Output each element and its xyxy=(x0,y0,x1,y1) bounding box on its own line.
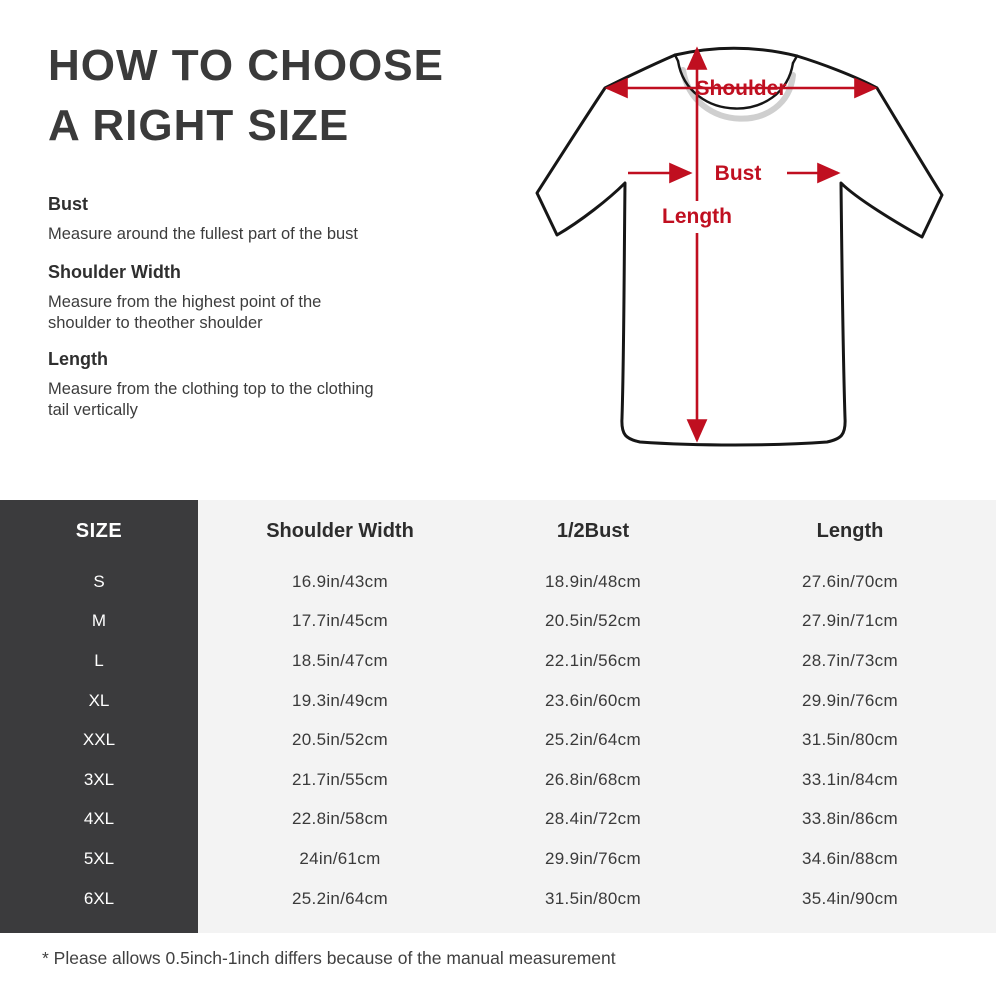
table-row-size-label: 5XL xyxy=(83,848,115,868)
page-title-line-2: A RIGHT SIZE xyxy=(48,101,350,150)
instruction-shoulder-width-text: Measure from the highest point of the sh… xyxy=(48,293,322,332)
table-cell-shoulder: 20.5in/52cm xyxy=(292,730,388,750)
instruction-shoulder-width: Shoulder Width Measure from the highest … xyxy=(48,262,388,334)
table-cell-shoulder: 25.2in/64cm xyxy=(292,888,388,908)
table-cell-length: 31.5in/80cm xyxy=(802,730,898,750)
collar-rim xyxy=(673,46,799,58)
table-cell-shoulder: 18.5in/47cm xyxy=(292,650,388,670)
table-cell-shoulder: 22.8in/58cm xyxy=(292,809,388,829)
size-table-grid: SIZE Shoulder Width 1/2Bust Length S 16.… xyxy=(0,500,996,918)
column-header-shoulder-width: Shoulder Width xyxy=(266,519,414,542)
length-arrow-label: Length xyxy=(662,205,732,228)
table-cell-bust: 31.5in/80cm xyxy=(545,888,641,908)
measurement-disclaimer: * Please allows 0.5inch-1inch differs be… xyxy=(42,948,616,968)
column-header-length: Length xyxy=(816,519,884,542)
table-cell-length: 33.8in/86cm xyxy=(802,809,898,829)
table-cell-shoulder: 17.7in/45cm xyxy=(292,611,388,631)
tshirt-outline xyxy=(535,53,944,447)
column-header-size: SIZE xyxy=(75,519,123,542)
table-cell-shoulder: 16.9in/43cm xyxy=(292,571,388,591)
table-cell-length: 29.9in/76cm xyxy=(802,690,898,710)
collar-band xyxy=(673,53,799,65)
instruction-bust-text: Measure around the fullest part of the b… xyxy=(48,225,359,243)
table-cell-bust: 29.9in/76cm xyxy=(545,848,641,868)
bust-arrow-label: Bust xyxy=(715,162,762,185)
tshirt-measurement-diagram: Shoulder Bust Length xyxy=(535,46,944,447)
table-cell-bust: 28.4in/72cm xyxy=(545,809,641,829)
table-cell-bust: 18.9in/48cm xyxy=(545,571,641,591)
size-column-background xyxy=(0,500,198,933)
shoulder-arrow-label: Shoulder xyxy=(695,77,786,100)
instruction-length-text: Measure from the clothing top to the clo… xyxy=(48,380,374,419)
table-cell-bust: 22.1in/56cm xyxy=(545,650,641,670)
instruction-bust-heading: Bust xyxy=(48,194,88,214)
table-cell-length: 27.9in/71cm xyxy=(802,611,898,631)
table-cell-bust: 25.2in/64cm xyxy=(545,730,641,750)
table-row-size-label: XL xyxy=(88,690,110,710)
instruction-length: Length Measure from the clothing top to … xyxy=(48,349,388,421)
table-cell-shoulder: 19.3in/49cm xyxy=(292,690,388,710)
table-row-size-label: L xyxy=(94,650,104,670)
instruction-bust: Bust Measure around the fullest part of … xyxy=(48,194,388,245)
table-row-size-label: XXL xyxy=(82,730,116,750)
table-row-size-label: S xyxy=(93,571,105,591)
table-cell-length: 35.4in/90cm xyxy=(802,888,898,908)
instruction-shoulder-width-heading: Shoulder Width xyxy=(48,262,181,282)
table-cell-bust: 26.8in/68cm xyxy=(545,769,641,789)
table-cell-shoulder: 21.7in/55cm xyxy=(292,769,388,789)
table-cell-shoulder: 24in/61cm xyxy=(299,848,381,868)
table-row-size-label: 3XL xyxy=(83,769,115,789)
table-cell-length: 28.7in/73cm xyxy=(802,650,898,670)
instruction-length-heading: Length xyxy=(48,349,108,369)
table-row-size-label: M xyxy=(91,611,107,631)
table-cell-bust: 20.5in/52cm xyxy=(545,611,641,631)
table-cell-length: 33.1in/84cm xyxy=(802,769,898,789)
table-cell-bust: 23.6in/60cm xyxy=(545,690,641,710)
page-title: HOW TO CHOOSE A RIGHT SIZE xyxy=(48,36,444,156)
column-header-half-bust: 1/2Bust xyxy=(556,519,630,542)
page-title-line-1: HOW TO CHOOSE xyxy=(48,41,444,90)
table-row-size-label: 6XL xyxy=(83,888,115,908)
table-row-size-label: 4XL xyxy=(83,809,115,829)
table-cell-length: 27.6in/70cm xyxy=(802,571,898,591)
table-cell-length: 34.6in/88cm xyxy=(802,848,898,868)
size-table: SIZE Shoulder Width 1/2Bust Length S 16.… xyxy=(0,500,996,933)
